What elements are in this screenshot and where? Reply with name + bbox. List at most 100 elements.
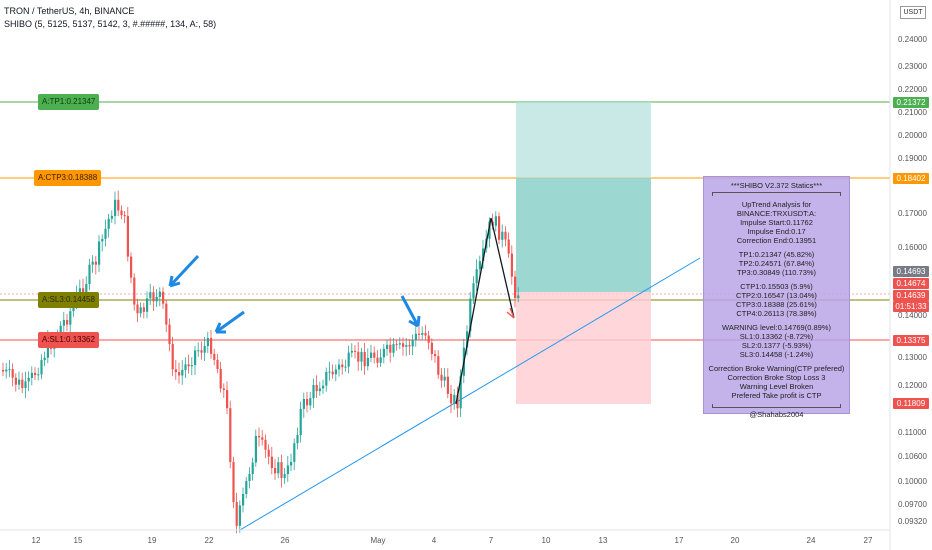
stats-line: Prefered Take profit is CTP [731, 391, 822, 400]
price-tick-label: 0.24000 [898, 35, 927, 44]
candle-body [238, 505, 241, 526]
candle-body [46, 339, 49, 358]
candle-body [475, 269, 478, 284]
candle-body [194, 350, 197, 366]
candle-body [430, 342, 433, 354]
stats-line: UpTrend Analysis for [741, 200, 812, 209]
date-tick-label: 27 [863, 536, 873, 545]
price-tick-label: 0.09320 [898, 517, 927, 526]
candle-body [98, 241, 101, 265]
stats-line: TP2:0.24571 (67.84%) [738, 259, 815, 268]
arrow-annotation-2 [214, 310, 245, 334]
price-tick-label: 0.10600 [898, 452, 927, 461]
candle-body [226, 389, 229, 409]
stats-line: TP1:0.21347 (45.82%) [738, 250, 815, 259]
stats-line: Correction End:0.13951 [736, 236, 817, 245]
tag-sl3: A:SL3:0.14458 [38, 292, 99, 308]
candle-body [344, 366, 347, 368]
tag-sl1: A:SL1:0.13362 [38, 332, 99, 348]
date-tick-label: 24 [806, 536, 816, 545]
candle-body [411, 340, 414, 347]
candle-body [280, 462, 283, 478]
candle-body [158, 291, 161, 297]
candle-body [312, 384, 315, 399]
stats-line: WARNING level:0.14769(0.89%) [722, 323, 831, 332]
candle-body [466, 331, 469, 348]
price-tick-label: 0.14000 [898, 311, 927, 320]
candle-body [120, 210, 123, 216]
candle-body [286, 465, 289, 475]
candle-body [341, 364, 344, 368]
stats-footer: @Shahabs2004 [749, 410, 804, 419]
candle-body [248, 474, 251, 482]
candle-body [405, 345, 408, 347]
candle-body [210, 337, 213, 354]
price-badge: 0.11809 [893, 398, 929, 409]
candle-body [414, 333, 417, 341]
date-tick-label: 15 [73, 536, 83, 545]
candle-body [299, 408, 302, 436]
candle-body [360, 351, 363, 362]
stats-line: Impulse Start:0.11762 [740, 218, 813, 227]
price-tick-label: 0.16000 [898, 243, 927, 252]
candle-body [363, 351, 366, 367]
candle-body [498, 216, 501, 240]
candle-body [178, 372, 181, 376]
candle-body [136, 304, 139, 314]
candle-body [200, 350, 203, 353]
currency-badge[interactable]: USDT [900, 6, 926, 19]
candle-body [456, 394, 459, 409]
candle-body [37, 374, 40, 376]
candle-body [494, 216, 497, 226]
candle-body [146, 298, 149, 312]
price-badge: 01:51:33 [893, 301, 929, 312]
candle-body [277, 462, 280, 474]
price-badge: 0.18402 [893, 173, 929, 184]
candle-body [88, 264, 91, 285]
candle-body [5, 369, 8, 372]
candle-body [264, 439, 267, 450]
candle-body [149, 292, 152, 299]
candle-body [482, 248, 485, 262]
stats-line: TP3:0.30849 (110.73%) [736, 268, 817, 277]
price-tick-label: 0.11000 [898, 428, 927, 437]
candle-body [440, 374, 443, 381]
candle-body [117, 199, 120, 211]
candle-body [392, 344, 395, 353]
candle-body [315, 384, 318, 392]
candle-body [302, 399, 305, 409]
candle-body [354, 350, 357, 352]
candle-body [59, 325, 62, 335]
stats-line: CTP1:0.15503 (5.9%) [740, 282, 813, 291]
candle-body [389, 344, 392, 353]
candle-body [130, 256, 133, 278]
candle-body [40, 360, 43, 375]
candle-body [171, 343, 174, 370]
candle-body [24, 381, 27, 389]
candle-body [350, 350, 353, 353]
price-badge: 0.13375 [893, 335, 929, 346]
candle-body [34, 372, 37, 376]
candle-body [229, 408, 232, 462]
candle-body [14, 377, 17, 385]
candle-body [18, 379, 21, 385]
candle-body [322, 385, 325, 389]
stats-divider-top [712, 192, 841, 196]
candle-body [306, 399, 309, 406]
candle-body [318, 388, 321, 392]
candle-body [434, 353, 437, 357]
candle-body [418, 333, 421, 335]
candle-body [408, 345, 411, 347]
candle-body [2, 370, 5, 372]
candle-body [69, 311, 72, 325]
candle-body [402, 343, 405, 347]
candle-body [206, 337, 209, 347]
candle-body [66, 319, 69, 325]
candle-body [267, 449, 270, 457]
stats-line: Correction Broke Stop Loss 3 [727, 373, 826, 382]
candle-body [517, 295, 520, 299]
date-tick-label: 22 [204, 536, 214, 545]
candle-body [235, 502, 238, 526]
price-tick-label: 0.17000 [898, 209, 927, 218]
stats-line: CTP4:0.26113 (78.38%) [736, 309, 817, 318]
